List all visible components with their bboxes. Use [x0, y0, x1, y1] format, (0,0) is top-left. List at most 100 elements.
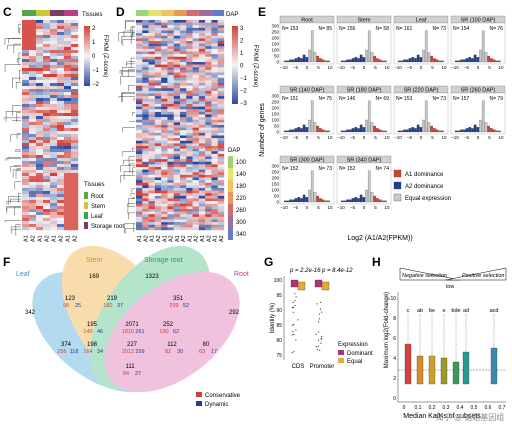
g-outlier — [320, 342, 322, 344]
heat-cell — [161, 130, 168, 134]
tissue-strip-root2 — [64, 10, 78, 16]
heat-cell — [142, 227, 149, 231]
hist-bar — [357, 128, 360, 133]
heat-cell — [161, 198, 168, 202]
venn-count-dynamic: 62 — [173, 329, 179, 335]
heat-cell — [50, 209, 58, 213]
heat-cell — [186, 180, 193, 183]
heat-cell — [198, 167, 206, 170]
heat-cell — [64, 29, 72, 33]
heat-cell — [154, 138, 162, 141]
heat-cell — [161, 190, 168, 194]
heat-cell — [64, 131, 72, 135]
hist-bar — [403, 129, 406, 133]
heat-cell — [142, 125, 149, 128]
heat-cell — [50, 188, 58, 192]
heat-cell — [57, 218, 65, 222]
g-xtick: CDS — [292, 364, 305, 370]
heat-cell — [173, 135, 181, 139]
heat-cell — [180, 117, 187, 120]
heat-cell — [167, 195, 174, 199]
venn-count-dynamic: 27 — [135, 371, 141, 377]
heat-cell — [57, 113, 65, 117]
venn-count-dynamic: 34 — [97, 349, 103, 355]
heat-cell — [43, 203, 51, 207]
heat-cell — [167, 96, 174, 99]
heat-cell — [192, 106, 200, 110]
column-label-c: A2 — [59, 235, 65, 242]
heat-cell — [211, 172, 218, 176]
heat-cell — [57, 185, 65, 189]
g-ytick: 95 — [276, 293, 282, 299]
columns-c: A1 A2 A1 A2 A1 A2 A1 A2 — [24, 235, 79, 242]
heat-cell — [50, 92, 58, 96]
heat-cell — [36, 116, 44, 120]
heat-cell — [43, 104, 51, 108]
heat-cell — [64, 143, 72, 147]
heat-cell — [64, 167, 72, 171]
ellipse-root — [104, 271, 240, 393]
heat-cell — [173, 174, 181, 178]
heat-cell — [211, 101, 218, 105]
heat-cell — [57, 197, 65, 201]
heat-cell — [22, 131, 30, 135]
heat-cell — [71, 50, 79, 54]
heat-cell — [217, 25, 225, 29]
heat-cell — [205, 188, 212, 191]
heat-cell — [173, 203, 181, 207]
heat-cell — [173, 195, 181, 199]
heat-cell — [71, 23, 79, 27]
heat-cell — [136, 54, 143, 57]
heat-cell — [136, 151, 143, 155]
heat-cell — [154, 88, 162, 92]
heat-cell — [29, 179, 37, 183]
heat-cell — [192, 222, 200, 225]
heat-cell — [57, 38, 65, 42]
heat-cell — [57, 59, 65, 63]
venn-set-stem: Stem — [86, 257, 103, 264]
heat-cell — [148, 98, 156, 102]
heat-cell — [211, 130, 218, 134]
venn-count-conservative: 84 — [123, 371, 129, 377]
heat-cell — [180, 27, 187, 31]
heat-cell — [154, 96, 162, 99]
heat-cell — [136, 211, 143, 215]
heat-cell — [136, 93, 143, 97]
heat-cell — [167, 51, 174, 55]
heat-cell — [136, 135, 143, 139]
hist-bar — [292, 129, 295, 133]
heat-cell — [142, 109, 149, 113]
heat-cell — [198, 43, 206, 47]
heat-cell — [217, 114, 225, 118]
colorbar-d-tick: 2 — [240, 39, 244, 45]
g-outlier — [292, 306, 294, 309]
facet: SR (100 DAP)N= 154 N= 76−10 −5 0 5 10 — [450, 15, 506, 70]
heat-cell — [205, 216, 212, 220]
heat-cell — [217, 46, 225, 50]
heat-cell — [211, 72, 218, 76]
heat-cell — [50, 44, 58, 48]
g-legend-dominant-swatch — [338, 350, 344, 355]
heat-cell — [180, 227, 187, 231]
heat-cell — [192, 148, 200, 152]
venn-count-conservative: 82 — [165, 349, 171, 355]
heat-cell — [148, 59, 156, 63]
heat-cell — [192, 140, 200, 144]
heat-cell — [36, 161, 44, 165]
heat-cell — [136, 190, 143, 194]
heat-cell — [50, 146, 58, 150]
colorbar-c-ticks: 210−1−2 — [92, 26, 100, 88]
heat-cell — [43, 95, 51, 99]
heat-cell — [50, 107, 58, 111]
heat-cell — [136, 185, 143, 189]
heat-cell — [136, 122, 143, 126]
heat-cell — [186, 62, 193, 65]
heat-cell — [43, 113, 51, 117]
facet-xtick: −10 — [280, 205, 288, 210]
hist-bar — [373, 55, 376, 63]
heat-cell — [43, 59, 51, 63]
heat-cell — [71, 53, 79, 57]
heat-cell — [186, 27, 193, 31]
heat-cell — [43, 224, 51, 228]
g-outlier — [292, 331, 294, 333]
